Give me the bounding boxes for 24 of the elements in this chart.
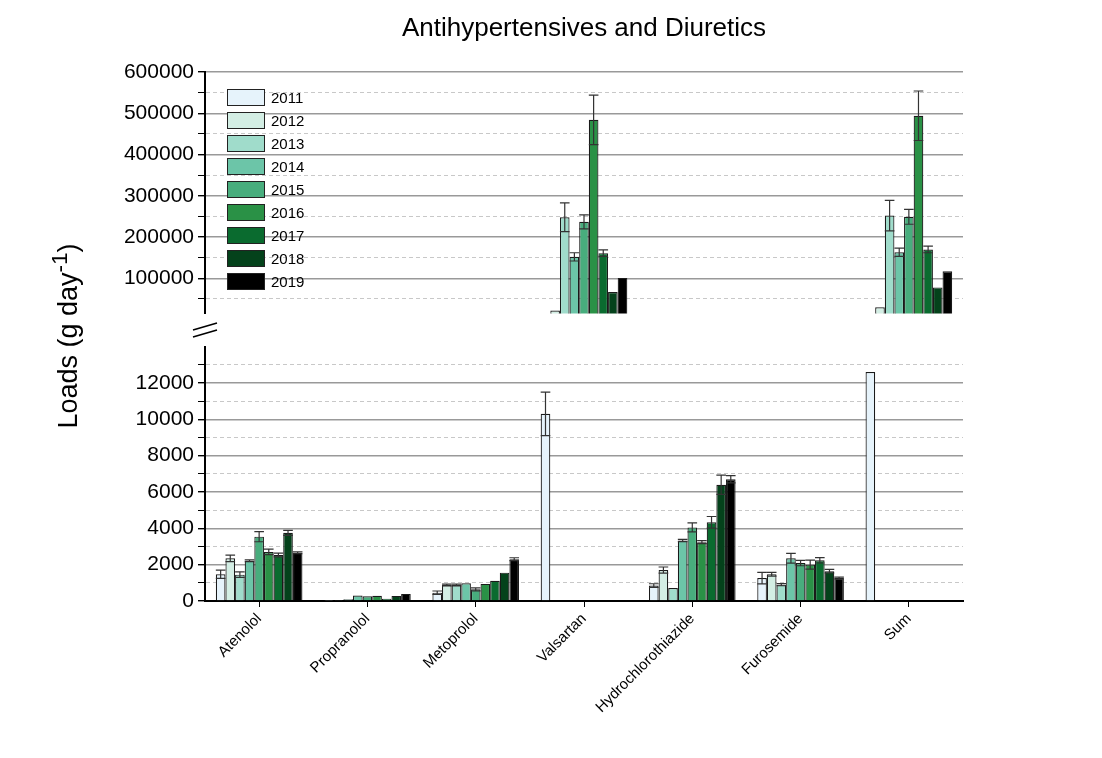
y-tick-label: 6000 [147,478,194,502]
legend-label: 2012 [271,112,305,129]
y-tick-label: 8000 [147,442,194,466]
legend-label: 2013 [271,135,305,152]
x-tick-label: Sum [880,609,914,644]
y-tick-label: 12000 [135,369,194,393]
y-tick-label: 400000 [123,141,194,165]
legend-label: 2016 [271,204,305,221]
legend-label: 2011 [271,89,304,106]
y-tick-label: 4000 [147,515,194,539]
legend-label: 2014 [271,158,305,175]
y-tick-label: 300000 [123,182,194,206]
y-tick-label: 0 [182,587,194,611]
chart-title: Antihypertensives and Diuretics [400,12,768,43]
y-tick-label: 500000 [123,100,194,124]
legend-label: 2019 [271,273,305,290]
legend-label: 2017 [271,227,305,244]
y-tick-label: 200000 [123,223,194,247]
y-tick-label: 2000 [147,551,194,575]
y-tick-label: 10000 [135,406,194,430]
legend-label: 2015 [271,181,305,198]
y-tick-label: 100000 [123,265,194,289]
y-tick-label: 600000 [123,58,194,82]
legend-label: 2018 [271,250,305,267]
